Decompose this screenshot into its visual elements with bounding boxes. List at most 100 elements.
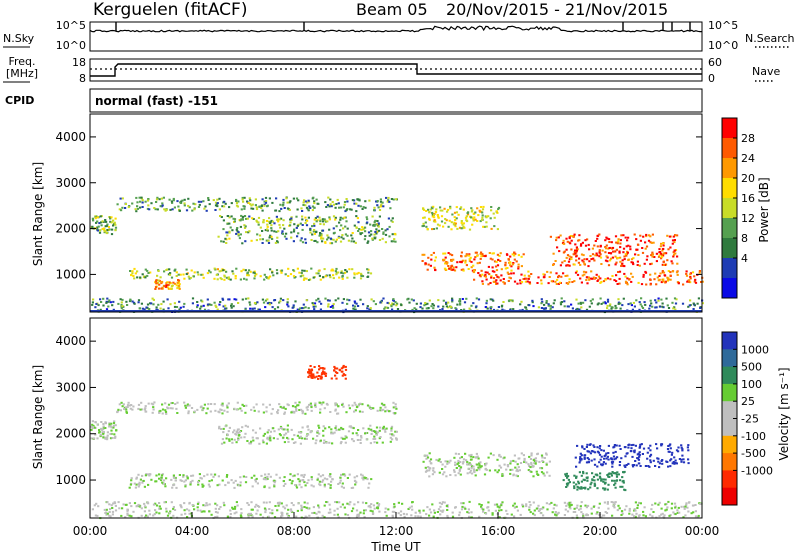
range-cell	[323, 485, 326, 488]
range-cell	[424, 262, 427, 265]
range-cell	[481, 280, 484, 283]
range-cell	[658, 501, 661, 504]
range-cell	[314, 404, 317, 407]
range-cell	[598, 251, 601, 254]
range-cell	[361, 474, 364, 477]
range-cell	[300, 272, 303, 274]
range-cell	[340, 270, 343, 273]
range-cell	[249, 307, 252, 310]
range-cell	[632, 465, 635, 468]
range-cell	[254, 479, 257, 481]
range-cell	[582, 254, 585, 257]
range-cell	[381, 237, 384, 240]
range-cell	[444, 465, 447, 468]
range-cell	[406, 298, 409, 301]
range-cell	[636, 504, 639, 507]
range-cell	[513, 251, 516, 254]
range-cell	[309, 365, 312, 367]
range-cell	[615, 475, 619, 478]
range-cell	[566, 502, 569, 505]
range-cell	[155, 474, 158, 477]
range-cell	[392, 406, 395, 409]
range-cell	[214, 201, 218, 204]
range-cell	[324, 372, 328, 375]
range-cell	[484, 255, 487, 258]
range-cell	[332, 277, 335, 280]
range-cell	[366, 404, 370, 407]
range-cell	[615, 274, 618, 277]
range-cell	[460, 508, 464, 511]
range-cell	[176, 401, 179, 404]
range-cell	[278, 301, 281, 304]
range-cell	[296, 224, 299, 227]
range-cell	[319, 220, 322, 223]
range-cell	[390, 425, 394, 428]
range-cell	[136, 205, 139, 208]
range-cell	[447, 252, 450, 254]
range-cell	[282, 299, 285, 302]
range-cell	[244, 297, 248, 300]
range-cell	[105, 225, 109, 227]
range-cell	[386, 200, 389, 203]
range-cell	[183, 509, 186, 512]
range-cell	[354, 483, 357, 486]
range-cell	[580, 243, 583, 246]
range-cell	[382, 427, 385, 429]
range-cell	[623, 255, 626, 258]
range-cell	[177, 279, 180, 281]
range-cell	[394, 403, 397, 406]
range-cell	[690, 512, 693, 515]
range-cell	[113, 433, 116, 436]
range-cell	[500, 509, 503, 512]
range-cell	[185, 268, 188, 271]
range-cell	[624, 236, 627, 239]
range-cell	[246, 502, 249, 504]
range-cell	[223, 504, 226, 507]
range-cell	[276, 240, 279, 243]
range-cell	[287, 404, 290, 407]
velocity-colorbar-segment	[722, 401, 737, 419]
range-cell	[604, 302, 607, 305]
range-cell	[575, 514, 578, 517]
range-cell	[252, 218, 255, 220]
range-cell	[114, 226, 118, 229]
range-cell	[615, 307, 618, 309]
range-cell	[359, 277, 363, 280]
range-cell	[701, 280, 704, 283]
range-cell	[378, 510, 381, 513]
range-cell	[654, 502, 657, 505]
range-cell	[266, 437, 269, 440]
range-cell	[639, 303, 642, 306]
range-cell	[174, 476, 177, 479]
range-cell	[642, 447, 646, 450]
range-cell	[614, 472, 617, 475]
range-cell	[637, 458, 640, 461]
range-cell	[630, 304, 633, 307]
range-cell	[571, 281, 574, 283]
range-cell	[268, 303, 271, 306]
range-cell	[393, 510, 396, 513]
range-cell	[340, 436, 343, 439]
range-cell	[440, 502, 443, 505]
range-cell	[214, 304, 217, 307]
range-cell	[98, 431, 101, 434]
range-cell	[329, 198, 332, 201]
range-cell	[698, 271, 701, 274]
range-cell	[671, 301, 674, 304]
range-cell	[289, 508, 293, 511]
range-cell	[202, 407, 205, 410]
range-cell	[615, 444, 618, 447]
power-colorbar-label: Power [dB]	[757, 177, 771, 242]
range-cell	[146, 274, 149, 277]
range-cell	[673, 502, 677, 505]
range-cell	[570, 239, 573, 242]
range-cell	[170, 478, 173, 481]
range-cell	[608, 241, 611, 243]
range-cell	[570, 256, 573, 259]
range-cell	[159, 479, 163, 482]
range-cell	[649, 279, 652, 281]
range-cell	[540, 298, 543, 301]
range-cell	[596, 487, 599, 490]
range-cell	[220, 269, 223, 272]
range-cell	[304, 306, 307, 309]
